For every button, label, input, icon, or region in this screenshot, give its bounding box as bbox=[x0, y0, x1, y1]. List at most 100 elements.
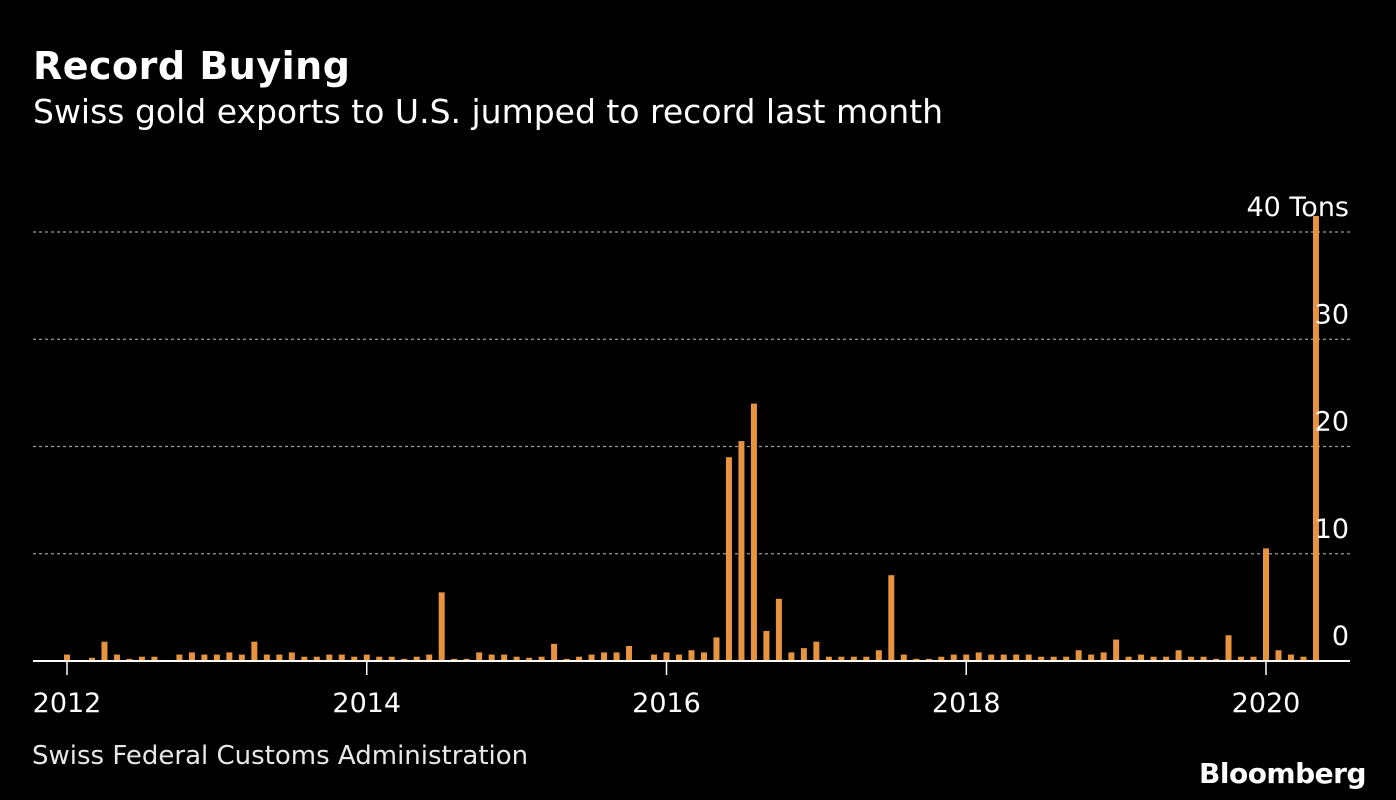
x-tick-label: 2020 bbox=[1232, 688, 1301, 719]
bar-2015-12 bbox=[651, 654, 658, 661]
bar-2014-09 bbox=[463, 658, 470, 661]
bar-2013-05 bbox=[263, 654, 270, 661]
bar-2017-08 bbox=[900, 654, 907, 661]
bar-2018-08 bbox=[1050, 656, 1057, 661]
bar-2012-05 bbox=[113, 654, 120, 661]
bar-2019-03 bbox=[1138, 654, 1145, 661]
bar-2014-12 bbox=[501, 654, 508, 661]
bar-2018-12 bbox=[1100, 652, 1107, 661]
bar-2020-02 bbox=[1275, 650, 1282, 661]
bar-2020-01 bbox=[1263, 548, 1269, 661]
bar-2015-08 bbox=[601, 652, 608, 661]
bar-2016-04 bbox=[700, 652, 707, 661]
bar-2019-01 bbox=[1113, 639, 1120, 661]
bar-2014-07 bbox=[438, 592, 445, 661]
bar-2017-10 bbox=[925, 658, 932, 661]
bar-2012-12 bbox=[201, 654, 208, 661]
bar-2015-06 bbox=[576, 656, 583, 661]
x-tick-label: 2018 bbox=[932, 688, 1001, 719]
bar-2019-04 bbox=[1150, 656, 1157, 661]
bar-2012-01 bbox=[64, 654, 70, 661]
bar-2015-01 bbox=[513, 656, 520, 661]
bar-2014-10 bbox=[476, 652, 483, 661]
bar-2017-12 bbox=[950, 654, 957, 661]
bar-2016-05 bbox=[713, 637, 720, 661]
bar-2019-06 bbox=[1175, 650, 1182, 661]
bar-2012-06 bbox=[126, 658, 133, 661]
bar-2018-07 bbox=[1038, 656, 1045, 661]
bar-2015-05 bbox=[563, 658, 570, 661]
bar-2013-09 bbox=[313, 656, 320, 661]
bar-2013-03 bbox=[238, 654, 245, 661]
bar-2012-11 bbox=[188, 652, 195, 661]
chart-subtitle: Swiss gold exports to U.S. jumped to rec… bbox=[33, 92, 944, 131]
tick-labels: 40 Tons 30 20 10 0 2012 2014 2016 2018 2020 bbox=[33, 192, 1349, 719]
bar-2018-04 bbox=[1000, 654, 1007, 661]
bar-2015-07 bbox=[588, 654, 595, 661]
bar-2019-09 bbox=[1213, 658, 1220, 661]
bar-2012-03 bbox=[88, 657, 95, 661]
bar-2020-05 bbox=[1312, 215, 1319, 661]
bar-2017-02 bbox=[825, 656, 832, 661]
bar-2017-03 bbox=[838, 656, 845, 661]
bar-2012-07 bbox=[138, 656, 145, 661]
bar-chart: 40 Tons 30 20 10 0 2012 2014 2016 2018 2020 bbox=[33, 192, 1350, 719]
y-tick-label: 30 bbox=[1315, 299, 1349, 330]
bar-2019-12 bbox=[1250, 656, 1257, 661]
bar-2015-10 bbox=[626, 645, 633, 661]
bar-2013-02 bbox=[226, 652, 233, 661]
bar-2018-10 bbox=[1075, 650, 1082, 661]
bar-2014-01 bbox=[363, 654, 370, 661]
bars bbox=[64, 215, 1319, 661]
bar-2012-04 bbox=[101, 641, 108, 661]
bar-2015-04 bbox=[551, 643, 558, 661]
y-tick-label: 0 bbox=[1332, 621, 1349, 652]
bar-2018-03 bbox=[988, 654, 995, 661]
y-tick-label-unit: 40 Tons bbox=[1246, 192, 1349, 223]
bar-2014-04 bbox=[401, 658, 408, 661]
bar-2013-10 bbox=[326, 654, 333, 661]
bar-2013-04 bbox=[251, 641, 258, 661]
bar-2017-06 bbox=[875, 650, 882, 661]
bar-2013-07 bbox=[288, 652, 295, 661]
bar-2013-06 bbox=[276, 654, 283, 661]
bar-2018-02 bbox=[975, 652, 982, 661]
bar-2016-12 bbox=[800, 648, 807, 661]
x-tick-label: 2012 bbox=[33, 688, 102, 719]
bloomberg-logo: Bloomberg bbox=[1199, 757, 1366, 790]
bar-2016-06 bbox=[725, 457, 732, 661]
bar-2017-11 bbox=[938, 656, 945, 661]
x-tick-label: 2014 bbox=[332, 688, 401, 719]
bar-2013-12 bbox=[351, 656, 358, 661]
bar-2017-07 bbox=[888, 575, 895, 661]
axes bbox=[33, 660, 1350, 675]
bar-2018-01 bbox=[963, 654, 970, 661]
x-tick-label: 2016 bbox=[632, 688, 701, 719]
y-tick-label: 10 bbox=[1315, 514, 1349, 545]
bar-2016-10 bbox=[775, 598, 782, 661]
bar-2019-11 bbox=[1238, 656, 1245, 661]
bar-2013-01 bbox=[213, 654, 220, 661]
bar-2016-03 bbox=[688, 650, 695, 661]
chart-title: Record Buying bbox=[33, 44, 351, 88]
bar-2013-08 bbox=[301, 656, 308, 661]
bar-2016-11 bbox=[788, 652, 795, 661]
bar-2015-09 bbox=[613, 652, 620, 661]
bar-2020-04 bbox=[1300, 656, 1307, 661]
bar-2018-06 bbox=[1025, 654, 1032, 661]
bar-2019-07 bbox=[1188, 656, 1195, 661]
bar-2012-10 bbox=[176, 654, 183, 661]
bar-2020-03 bbox=[1287, 654, 1294, 661]
bar-2015-03 bbox=[538, 656, 545, 661]
bar-2016-01 bbox=[663, 652, 670, 661]
y-tick-label: 20 bbox=[1315, 407, 1349, 438]
bar-2014-02 bbox=[376, 656, 383, 661]
bar-2019-05 bbox=[1163, 656, 1170, 661]
bar-2019-02 bbox=[1125, 656, 1132, 661]
bar-2016-08 bbox=[750, 403, 757, 661]
bar-2014-06 bbox=[426, 654, 433, 661]
bar-2018-09 bbox=[1063, 656, 1070, 661]
bar-2017-05 bbox=[863, 656, 870, 661]
bar-2019-08 bbox=[1200, 656, 1207, 661]
bar-2014-05 bbox=[413, 656, 420, 661]
